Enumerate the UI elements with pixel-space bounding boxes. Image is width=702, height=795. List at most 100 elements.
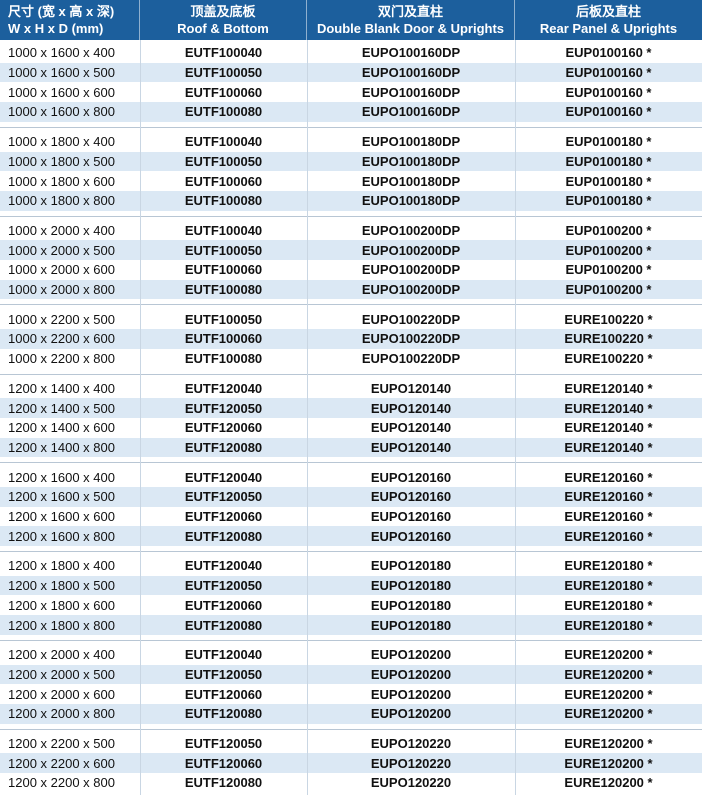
part-code: EURE100220 * xyxy=(564,331,653,347)
dimension: 1200 x 1800 x 400 xyxy=(8,558,115,574)
table-cell: EUPO120160 xyxy=(307,507,515,527)
table-row: 1000 x 2200 x 500 EUTF100050 EUPO100220DP E… xyxy=(0,309,702,330)
table-cell: EUTF100040 xyxy=(140,132,307,152)
table-row: 1000 x 1600 x 500 EUTF100050 EUPO100160DP E… xyxy=(0,62,702,83)
part-code: EUTF100040 xyxy=(184,45,263,61)
part-code: EUTF120080 xyxy=(184,706,263,722)
table-row: 1200 x 1800 x 600 EUTF120060 EUPO120180 EUR… xyxy=(0,595,702,616)
part-code: EUTF100080 xyxy=(184,104,263,120)
header-en: Double Blank Door & Uprights xyxy=(316,21,505,36)
table-cell: EURE120160 * xyxy=(515,487,702,507)
column-divider xyxy=(307,40,308,795)
table-cell: EURE100220 * xyxy=(515,309,702,329)
part-code: EUPO120180 xyxy=(370,578,452,594)
part-code: EUTF120060 xyxy=(184,686,263,702)
table-cell: EUTF100040 xyxy=(140,221,307,241)
table-cell: EURE100220 * xyxy=(515,349,702,369)
part-code: EUTF120080 xyxy=(184,617,263,633)
table-cell: EUTF120060 xyxy=(140,507,307,527)
part-code: EUPO120200 xyxy=(370,686,452,702)
table-cell: EURE100220 * xyxy=(515,329,702,349)
header-cell: 尺寸 (宽 x 高 x 深) W x H x D (mm) xyxy=(0,0,140,40)
dimension: 1000 x 2200 x 500 xyxy=(8,311,115,327)
table-row: 1200 x 1600 x 800 EUTF120080 EUPO120160 EUR… xyxy=(0,526,702,547)
table-row: 1200 x 1600 x 600 EUTF120060 EUPO120160 EUR… xyxy=(0,506,702,527)
part-code: EUTF100060 xyxy=(184,331,263,347)
dimension: 1200 x 2000 x 500 xyxy=(8,666,115,682)
part-code: EUP0100180 * xyxy=(565,173,652,189)
table-cell: EUTF100060 xyxy=(140,260,307,280)
table-cell: EUTF100050 xyxy=(140,63,307,83)
table-cell: EURE120160 * xyxy=(515,526,702,546)
table-cell: EUP0100180 * xyxy=(515,191,702,211)
part-code: EUPO120160 xyxy=(370,469,452,485)
table-cell: EUPO100160DP xyxy=(307,82,515,102)
part-code: EUPO120200 xyxy=(370,647,452,663)
part-code: EUTF120050 xyxy=(184,400,263,416)
dimension: 1200 x 1400 x 600 xyxy=(8,420,115,436)
part-code: EURE120140 * xyxy=(564,380,653,396)
table-cell: EUTF120040 xyxy=(140,645,307,665)
group-separator xyxy=(0,215,702,217)
part-code: EUTF120050 xyxy=(184,666,263,682)
part-code: EURE120200 * xyxy=(564,736,653,752)
part-code: EURE120180 * xyxy=(564,558,653,574)
dimension: 1200 x 2200 x 600 xyxy=(8,755,115,771)
table-cell: 1000 x 2200 x 500 xyxy=(0,309,140,329)
table-cell: 1000 x 1800 x 400 xyxy=(0,132,140,152)
part-code: EUTF120060 xyxy=(184,597,263,613)
part-code: EURE120200 * xyxy=(564,686,653,702)
dimension: 1200 x 1800 x 500 xyxy=(8,578,115,594)
header-zh: 双门及直柱 xyxy=(377,4,443,19)
table-cell: EUTF120080 xyxy=(140,615,307,635)
part-code: EUPO120220 xyxy=(370,736,452,752)
table-cell: EUTF120050 xyxy=(140,487,307,507)
table-cell: EURE120200 * xyxy=(515,684,702,704)
part-code: EUPO120180 xyxy=(370,597,452,613)
table-cell: EURE120140 * xyxy=(515,418,702,438)
part-code: EUTF100080 xyxy=(184,193,263,209)
table-cell: 1200 x 2200 x 500 xyxy=(0,734,140,754)
table-cell: 1200 x 1800 x 400 xyxy=(0,556,140,576)
table-cell: EUPO120160 xyxy=(307,467,515,487)
part-code: EUPO120140 xyxy=(370,439,452,455)
part-code: EUTF120080 xyxy=(184,439,263,455)
table-cell: EURE120160 * xyxy=(515,467,702,487)
dimension: 1000 x 2200 x 600 xyxy=(8,331,115,347)
dimension: 1000 x 2000 x 600 xyxy=(8,262,115,278)
part-code: EURE120200 * xyxy=(564,755,653,771)
part-code: EUPO120140 xyxy=(370,420,452,436)
table-row: 1000 x 1600 x 800 EUTF100080 EUPO100160DP E… xyxy=(0,102,702,122)
table-cell: EUPO120220 xyxy=(307,734,515,754)
part-code: EUTF120060 xyxy=(184,755,263,771)
table-cell: 1200 x 1600 x 600 xyxy=(0,507,140,527)
table-row: 1000 x 1600 x 600 EUTF100060 EUPO100160DP E… xyxy=(0,82,702,103)
dimension: 1200 x 2000 x 800 xyxy=(8,706,115,722)
column-divider xyxy=(140,40,141,795)
part-code: EUP0100200 * xyxy=(565,282,652,298)
table-row: 1200 x 1800 x 400 EUTF120040 EUPO120180 EUR… xyxy=(0,556,702,576)
dimension: 1200 x 1600 x 400 xyxy=(8,469,115,485)
part-code: EURE120140 * xyxy=(564,420,653,436)
dimension: 1200 x 2000 x 600 xyxy=(8,686,115,702)
part-code: EUTF100080 xyxy=(184,351,263,367)
header-en: Roof & Bottom xyxy=(177,21,269,36)
part-code: EUPO120140 xyxy=(370,400,452,416)
part-code: EUP0100180 * xyxy=(565,193,652,209)
part-code: EUPO100200DP xyxy=(361,282,461,298)
dimension: 1200 x 1600 x 500 xyxy=(8,489,115,505)
part-code: EUTF120050 xyxy=(184,489,263,505)
table-row: 1200 x 2000 x 600 EUTF120060 EUPO120200 EUR… xyxy=(0,684,702,704)
table-cell: 1000 x 1600 x 400 xyxy=(0,43,140,63)
header-zh: 顶盖及底板 xyxy=(190,4,256,19)
table-cell: EUTF120050 xyxy=(140,398,307,418)
part-code: EUPO100220DP xyxy=(361,311,461,327)
group-separator xyxy=(0,126,702,128)
table-row: 1000 x 1800 x 500 EUTF100050 EUPO100180DP E… xyxy=(0,151,702,172)
table-cell: 1000 x 2200 x 600 xyxy=(0,329,140,349)
dimension: 1000 x 1800 x 400 xyxy=(8,134,115,150)
table-cell: EUTF120040 xyxy=(140,379,307,399)
part-code: EUTF100060 xyxy=(184,262,263,278)
table-row: 1000 x 2000 x 600 EUTF100060 EUPO100200DP E… xyxy=(0,260,702,280)
